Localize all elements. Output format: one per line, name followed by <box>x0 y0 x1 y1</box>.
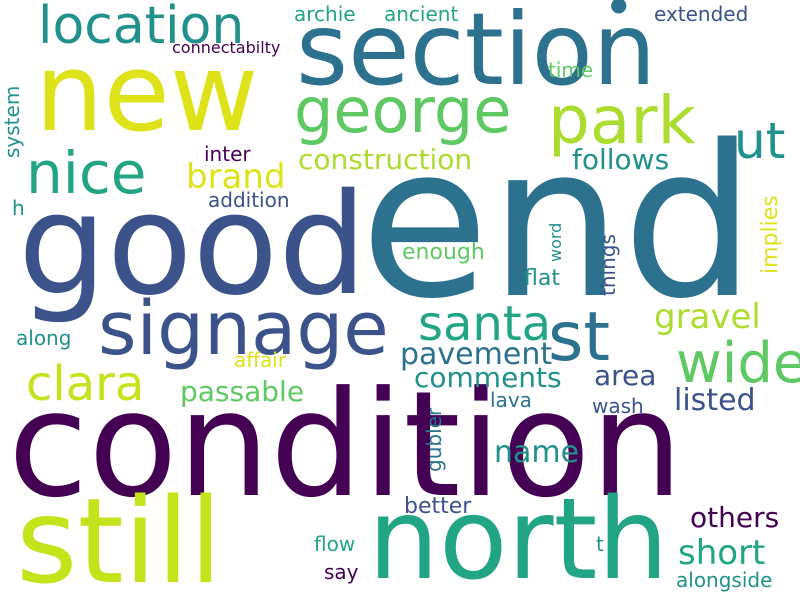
word-implies: implies <box>758 195 783 274</box>
word-ut: ut <box>734 112 786 170</box>
word-brand: brand <box>186 157 286 197</box>
word-follows: follows <box>572 143 670 176</box>
word-t: t <box>596 532 604 556</box>
word-george: george <box>294 74 512 147</box>
word-pavement: pavement <box>400 337 553 372</box>
word-ancient: ancient <box>384 2 459 26</box>
word-say: say <box>324 560 359 584</box>
word-wide: wide <box>676 331 800 396</box>
word-short: short <box>678 533 766 573</box>
word-gubler: gubler <box>422 407 446 472</box>
word-time: time <box>548 58 594 82</box>
word-park: park <box>548 82 696 159</box>
word-wash: wash <box>592 394 644 418</box>
word-nice: nice <box>26 139 147 207</box>
word-enough: enough <box>402 240 485 265</box>
word-archie: archie <box>294 2 356 26</box>
word-flat: flat <box>524 266 560 291</box>
word-comments: comments <box>414 361 562 394</box>
word-st: st <box>548 298 611 377</box>
word-good: good <box>18 164 368 327</box>
word-still: still <box>16 472 223 600</box>
word-condition: condition <box>8 360 684 530</box>
word-new: new <box>35 31 259 156</box>
word-area: area <box>594 359 657 392</box>
word-inter: inter <box>204 142 251 166</box>
word-north: north <box>368 475 669 600</box>
word-system: system <box>0 85 24 158</box>
word-better: better <box>404 494 472 519</box>
word-flow: flow <box>314 532 356 556</box>
word-signage: signage <box>98 286 389 372</box>
word-connectabilty: connectabilty <box>172 38 281 57</box>
word-section: section <box>296 0 657 108</box>
word-gravel: gravel <box>654 297 761 337</box>
word-end: end <box>360 100 756 345</box>
word-h: h <box>12 196 25 220</box>
word-things: things <box>596 234 620 296</box>
word-others: others <box>690 501 780 534</box>
word-lava: lava <box>490 388 532 412</box>
word-listed: listed <box>674 383 756 418</box>
word-extended: extended <box>654 2 749 26</box>
word-santa: santa <box>418 296 552 352</box>
word-along: along <box>16 326 72 350</box>
word-addition: addition <box>208 188 290 212</box>
word-word: word <box>546 222 565 262</box>
word-dot: ● <box>610 0 628 16</box>
word-construction: construction <box>298 143 473 176</box>
word-location: location <box>38 0 245 56</box>
word-alongside: alongside <box>676 568 773 592</box>
word-passable: passable <box>180 375 305 408</box>
word-clara: clara <box>26 356 145 412</box>
word-affair: affair <box>234 348 287 372</box>
word-name: name <box>494 435 580 470</box>
